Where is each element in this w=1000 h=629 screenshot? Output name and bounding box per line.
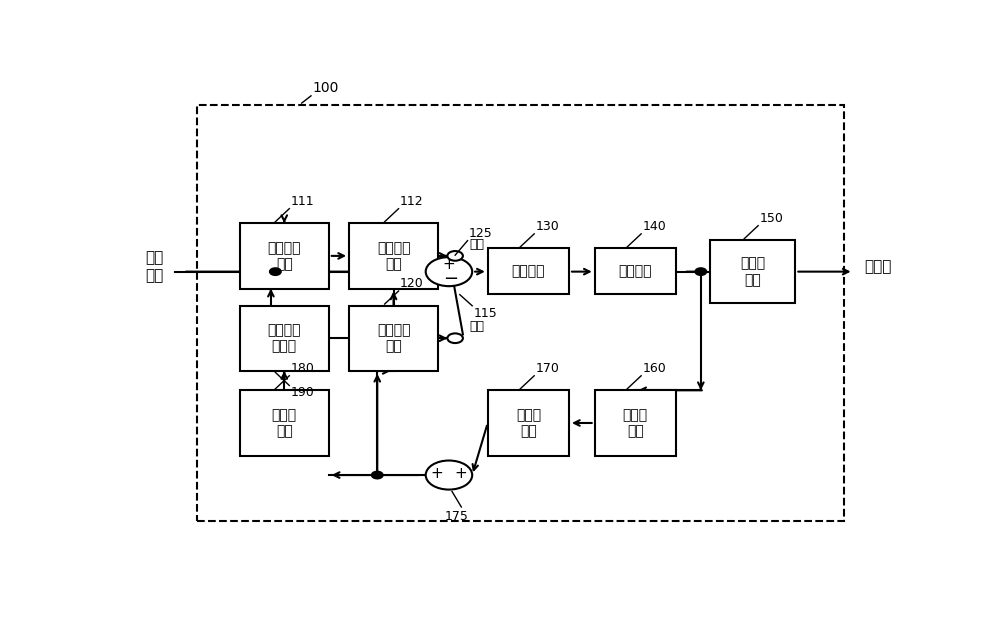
Text: 100: 100 — [313, 81, 339, 95]
FancyBboxPatch shape — [595, 390, 676, 455]
Text: 120: 120 — [400, 277, 424, 290]
Text: 帧内: 帧内 — [469, 320, 484, 333]
Text: +: + — [455, 466, 467, 481]
Text: 帧内预测
单元: 帧内预测 单元 — [377, 323, 410, 353]
Text: 180: 180 — [291, 362, 315, 375]
Text: −: − — [443, 270, 458, 288]
FancyBboxPatch shape — [349, 223, 438, 289]
Circle shape — [447, 251, 463, 261]
Text: 112: 112 — [400, 195, 424, 208]
Text: 140: 140 — [643, 220, 666, 233]
Circle shape — [426, 460, 472, 489]
Text: 滤波器
单元: 滤波器 单元 — [272, 408, 297, 438]
Text: 比特流: 比特流 — [865, 259, 892, 274]
Text: 参考画面
缓冲器: 参考画面 缓冲器 — [268, 323, 301, 353]
Text: 130: 130 — [536, 220, 560, 233]
Text: 111: 111 — [291, 195, 314, 208]
Circle shape — [695, 268, 706, 275]
Text: 逆变换
单元: 逆变换 单元 — [516, 408, 541, 438]
FancyBboxPatch shape — [488, 248, 569, 294]
Text: 反量化
单元: 反量化 单元 — [623, 408, 648, 438]
FancyBboxPatch shape — [240, 306, 329, 371]
Text: 175: 175 — [445, 510, 469, 523]
Circle shape — [426, 257, 472, 286]
Text: 熵编码
单元: 熵编码 单元 — [740, 257, 765, 287]
FancyBboxPatch shape — [488, 390, 569, 455]
Circle shape — [372, 472, 383, 479]
FancyBboxPatch shape — [240, 390, 329, 455]
Circle shape — [270, 268, 281, 275]
Circle shape — [447, 333, 463, 343]
Text: 150: 150 — [760, 211, 784, 225]
Text: 量化单元: 量化单元 — [619, 264, 652, 279]
Text: 帧间: 帧间 — [469, 238, 484, 251]
FancyBboxPatch shape — [349, 306, 438, 371]
Text: 输入
图像: 输入 图像 — [145, 250, 164, 283]
Text: 运动补偿
单元: 运动补偿 单元 — [377, 241, 410, 271]
Text: 190: 190 — [291, 386, 315, 399]
FancyBboxPatch shape — [595, 248, 676, 294]
Text: 160: 160 — [643, 362, 666, 375]
FancyBboxPatch shape — [710, 240, 795, 303]
Text: 变换单元: 变换单元 — [512, 264, 545, 279]
Text: +: + — [443, 257, 455, 272]
Text: 170: 170 — [536, 362, 560, 375]
Text: 运动预测
单元: 运动预测 单元 — [268, 241, 301, 271]
FancyBboxPatch shape — [240, 223, 329, 289]
Text: 115: 115 — [474, 307, 497, 320]
Text: +: + — [430, 466, 443, 481]
Text: 125: 125 — [469, 226, 493, 240]
